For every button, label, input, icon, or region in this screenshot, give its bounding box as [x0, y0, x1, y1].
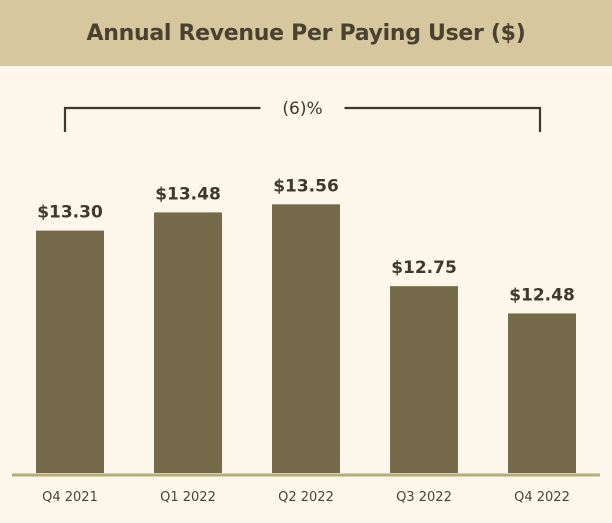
bar-q4-2022: [508, 313, 576, 473]
data-label: $13.30: [37, 203, 103, 223]
x-tick-label: Q1 2022: [160, 490, 216, 505]
x-tick-label: Q3 2022: [396, 490, 452, 505]
bars-group: [36, 204, 576, 474]
bar-q4-2021: [36, 230, 104, 473]
x-tick-label: Q4 2021: [42, 490, 98, 505]
bar-q3-2022: [390, 286, 458, 473]
data-labels-group: $13.30 $13.48 $13.56 $12.75 $12.48: [37, 176, 575, 305]
chart-title: Annual Revenue Per Paying User ($): [86, 20, 526, 46]
data-label: $12.48: [509, 285, 575, 305]
bar-q1-2022: [154, 212, 222, 474]
bar-q2-2022: [272, 204, 340, 473]
x-tick-label: Q4 2022: [514, 490, 570, 505]
data-label: $13.48: [155, 184, 221, 204]
change-bracket: [63, 106, 542, 132]
data-label: $13.56: [273, 176, 339, 196]
x-tick-label: Q2 2022: [278, 490, 334, 505]
change-bracket-label: (6)%: [282, 99, 322, 119]
x-tick-labels-group: Q4 2021 Q1 2022 Q2 2022 Q3 2022 Q4 2022: [42, 490, 570, 505]
data-label: $12.75: [391, 258, 457, 278]
header-banner: Annual Revenue Per Paying User ($): [0, 0, 612, 66]
